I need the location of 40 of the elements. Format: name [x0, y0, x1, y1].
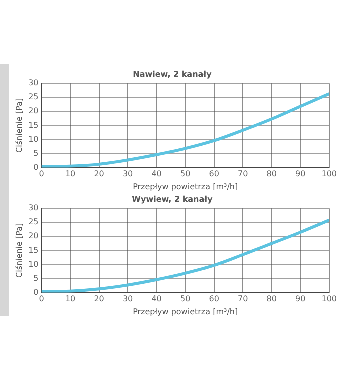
x-tick-label: 10: [65, 294, 76, 304]
x-tick-label: 30: [122, 294, 134, 304]
x-tick-label: 20: [94, 294, 104, 304]
x-tick-label: 90: [296, 170, 306, 179]
x-tick-label: 40: [152, 170, 162, 179]
y-tick-label: 0: [34, 162, 39, 172]
x-tick-label: 10: [65, 170, 76, 179]
y-tick-label: 25: [28, 92, 39, 102]
y-tick-label: 20: [28, 232, 39, 241]
y-tick-label: 0: [34, 288, 39, 297]
x-tick-label: 40: [152, 294, 162, 304]
chart-title: Wywiew, 2 kanały: [132, 194, 214, 204]
y-axis-title: Ciśnienie [Pa]: [14, 223, 24, 278]
x-tick-label: 70: [238, 170, 248, 179]
x-tick-label: 100: [322, 294, 338, 304]
y-tick-label: 20: [28, 106, 39, 116]
x-tick-label: 20: [94, 170, 104, 179]
y-tick-label: 5: [34, 274, 39, 283]
y-tick-label: 15: [28, 120, 39, 130]
x-tick-label: 90: [296, 294, 306, 304]
x-tick-label: 80: [266, 294, 277, 304]
x-axis-title: Przepływ powietrza [m³/h]: [133, 307, 238, 316]
x-tick-label: 70: [238, 294, 248, 304]
x-tick-label: 100: [322, 170, 338, 179]
x-tick-label: 60: [209, 170, 220, 179]
y-tick-label: 10: [28, 134, 39, 144]
chart-title: Nawiew, 2 kanały: [133, 70, 213, 79]
y-tick-label: 30: [28, 78, 39, 88]
y-tick-label: 5: [34, 148, 39, 158]
y-tick-label: 10: [28, 260, 39, 269]
y-tick-label: 15: [28, 246, 39, 255]
y-axis-title: Ciśnienie [Pa]: [14, 98, 24, 153]
x-tick-label: 50: [180, 170, 191, 179]
x-axis-title: Przepływ powietrza [m³/h]: [133, 182, 238, 192]
x-tick-label: 30: [122, 170, 134, 179]
x-tick-label: 50: [180, 294, 191, 304]
x-tick-label: 60: [209, 294, 220, 304]
y-tick-label: 30: [28, 204, 39, 213]
y-tick-label: 25: [28, 218, 39, 227]
x-tick-label: 80: [266, 170, 277, 179]
